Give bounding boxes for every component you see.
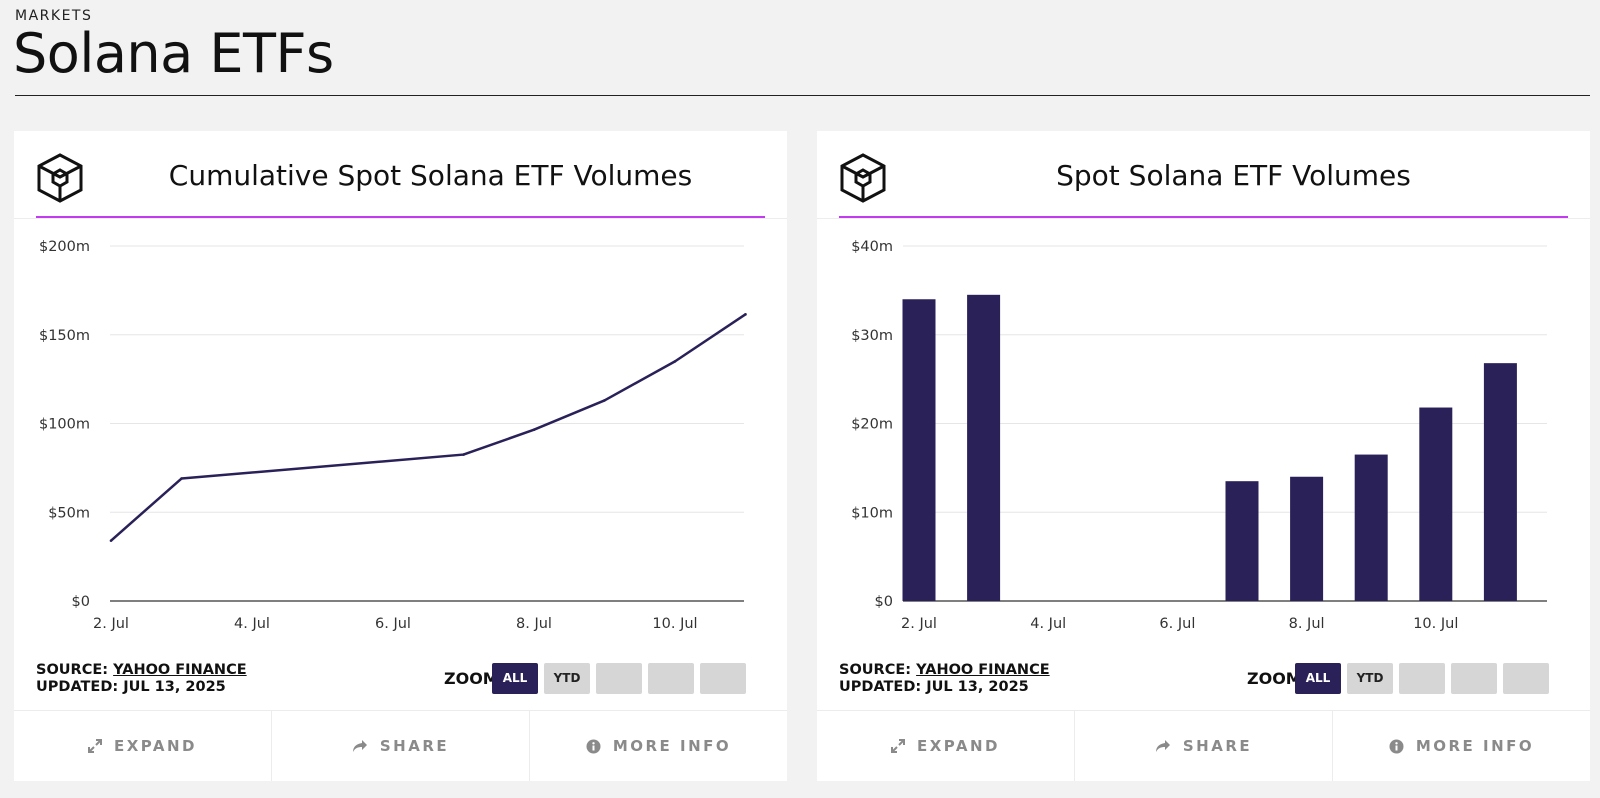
y-tick-label: $0: [72, 594, 90, 610]
expand-button[interactable]: EXPAND: [817, 711, 1075, 781]
share-button[interactable]: SHARE: [1075, 711, 1333, 781]
x-tick-label: 4. Jul: [234, 616, 270, 632]
zoom-all-button[interactable]: ALL: [1295, 663, 1341, 694]
zoom-blank-button[interactable]: [1503, 663, 1549, 694]
source-link[interactable]: YAHOO FINANCE: [113, 662, 247, 678]
zoom-label: ZOOM: [444, 669, 499, 688]
x-tick-label: 10. Jul: [1413, 616, 1458, 632]
x-tick-label: 8. Jul: [1289, 616, 1325, 632]
card-footer: EXPAND SHARE MORE INFO: [817, 710, 1590, 781]
cumulative-volume-card: Cumulative Spot Solana ETF Volumes $0 $50…: [14, 131, 787, 781]
title-divider: [15, 95, 1590, 96]
data-point: [744, 313, 747, 316]
x-tick-label: 6. Jul: [1159, 616, 1195, 632]
section-eyebrow: MARKETS: [15, 8, 93, 24]
x-tick-label: 2. Jul: [93, 616, 129, 632]
x-tick-label: 6. Jul: [375, 616, 411, 632]
zoom-all-button[interactable]: ALL: [492, 663, 538, 694]
share-button[interactable]: SHARE: [272, 711, 530, 781]
source-link[interactable]: YAHOO FINANCE: [916, 662, 1050, 678]
info-icon: [586, 739, 601, 753]
zoom-blank-button[interactable]: [700, 663, 746, 694]
source-prefix: SOURCE:: [36, 662, 114, 678]
share-label: SHARE: [379, 737, 450, 755]
zoom-label: ZOOM: [1247, 669, 1302, 688]
zoom-blank-button[interactable]: [648, 663, 694, 694]
chart-title: Cumulative Spot Solana ETF Volumes: [168, 159, 693, 192]
logo-cube-icon: [840, 153, 886, 203]
expand-label: EXPAND: [113, 737, 198, 755]
bar: [967, 294, 1001, 601]
data-point: [180, 477, 183, 480]
bar: [1225, 481, 1259, 601]
source-prefix: SOURCE:: [839, 662, 917, 678]
card-header: Cumulative Spot Solana ETF Volumes: [14, 131, 787, 219]
card-footer: EXPAND SHARE MORE INFO: [14, 710, 787, 781]
y-tick-label: $30m: [851, 328, 893, 344]
bar: [1354, 454, 1388, 601]
title-accent-rule: [839, 216, 1568, 218]
x-tick-label: 4. Jul: [1030, 616, 1066, 632]
data-point: [109, 539, 113, 542]
share-icon: [352, 740, 367, 752]
more-info-label: MORE INFO: [1415, 737, 1535, 755]
x-tick-label: 2. Jul: [901, 616, 937, 632]
x-tick-label: 8. Jul: [516, 616, 552, 632]
y-tick-label: $50m: [48, 505, 90, 521]
y-tick-label: $0: [875, 594, 893, 610]
zoom-blank-button[interactable]: [596, 663, 642, 694]
card-header: Spot Solana ETF Volumes: [817, 131, 1590, 219]
more-info-label: MORE INFO: [612, 737, 732, 755]
source-info: SOURCE: YAHOO FINANCE UPDATED: JUL 13, 2…: [36, 662, 247, 696]
daily-volume-card: Spot Solana ETF Volumes $0 $10m $20m $30m $4…: [817, 131, 1590, 781]
bar: [1419, 407, 1453, 601]
y-tick-label: $40m: [851, 239, 893, 255]
series-line: [110, 313, 747, 542]
expand-label: EXPAND: [916, 737, 1001, 755]
data-point: [603, 399, 606, 402]
info-icon: [1389, 739, 1404, 753]
title-accent-rule: [36, 216, 765, 218]
expand-icon: [87, 739, 102, 753]
daily-bar-chart: $0 $10m $20m $30m $40m 2. Jul 4. Jul 6. Jul 8. J…: [851, 239, 1547, 632]
source-info: SOURCE: YAHOO FINANCE UPDATED: JUL 13, 2…: [839, 662, 1050, 696]
updated-date: UPDATED: JUL 13, 2025: [36, 679, 226, 695]
y-tick-label: $150m: [39, 328, 90, 344]
y-tick-label: $10m: [851, 505, 893, 521]
bar: [902, 299, 936, 601]
more-info-button[interactable]: MORE INFO: [1333, 711, 1590, 781]
y-tick-label: $20m: [851, 417, 893, 433]
data-point: [462, 453, 465, 456]
expand-icon: [890, 739, 905, 753]
cumulative-line-chart: $0 $50m $100m $150m $200m 2. Jul 4. Jul 6. Jul 8…: [39, 239, 747, 632]
bar: [1290, 476, 1324, 601]
y-tick-label: $100m: [39, 417, 90, 433]
zoom-ytd-button[interactable]: YTD: [1347, 663, 1393, 694]
zoom-blank-button[interactable]: [1451, 663, 1497, 694]
share-label: SHARE: [1182, 737, 1253, 755]
updated-date: UPDATED: JUL 13, 2025: [839, 679, 1029, 695]
more-info-button[interactable]: MORE INFO: [530, 711, 787, 781]
expand-button[interactable]: EXPAND: [14, 711, 272, 781]
logo-cube-icon: [37, 153, 83, 203]
page-title: Solana ETFs: [13, 22, 334, 85]
bar: [1483, 363, 1517, 601]
share-icon: [1155, 740, 1170, 752]
data-point: [673, 360, 677, 363]
x-tick-label: 10. Jul: [652, 616, 697, 632]
y-tick-label: $200m: [39, 239, 90, 255]
data-point: [532, 428, 536, 432]
zoom-ytd-button[interactable]: YTD: [544, 663, 590, 694]
chart-title: Spot Solana ETF Volumes: [1056, 159, 1411, 192]
zoom-blank-button[interactable]: [1399, 663, 1445, 694]
